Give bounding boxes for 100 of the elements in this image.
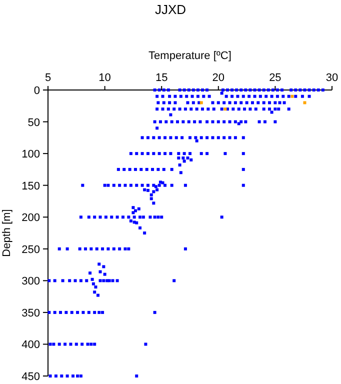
point: [48, 374, 52, 378]
point: [242, 94, 245, 98]
point: [128, 168, 132, 171]
point: [153, 310, 156, 314]
point: [101, 247, 104, 250]
point: [228, 136, 232, 140]
point: [276, 88, 279, 92]
y-tick-label: 100: [22, 148, 40, 161]
point: [174, 94, 177, 98]
point: [169, 113, 172, 116]
point: [48, 310, 51, 314]
point: [166, 108, 170, 111]
point: [211, 101, 214, 104]
point: [245, 101, 248, 104]
point: [268, 101, 272, 104]
point: [170, 120, 174, 124]
chart-title: JJXD: [154, 2, 186, 17]
point: [192, 88, 195, 92]
point: [135, 152, 138, 156]
point: [240, 101, 243, 104]
point: [294, 94, 298, 98]
point: [93, 342, 96, 346]
y-tick-label: 300: [22, 276, 40, 288]
point: [308, 88, 311, 92]
point: [216, 136, 220, 140]
point: [142, 216, 145, 219]
point: [294, 88, 298, 92]
point: [228, 120, 232, 124]
point: [140, 184, 144, 187]
point: [224, 94, 228, 98]
point: [237, 122, 240, 126]
point: [156, 168, 160, 171]
point: [150, 193, 153, 196]
y-tick-label: 50: [28, 116, 40, 129]
point: [162, 101, 166, 104]
point: [145, 168, 148, 171]
point: [61, 279, 64, 282]
point: [168, 94, 172, 98]
point: [102, 279, 106, 282]
point: [166, 88, 170, 92]
point: [243, 108, 246, 111]
point: [132, 206, 135, 210]
point: [146, 184, 150, 187]
point: [74, 279, 77, 282]
point: [230, 88, 234, 92]
point: [196, 94, 200, 98]
point: [321, 88, 324, 92]
point: [70, 310, 74, 314]
point: [84, 247, 87, 250]
y-tick-label: 200: [22, 212, 40, 224]
point: [198, 120, 202, 124]
point: [164, 120, 168, 124]
point: [48, 279, 51, 282]
point: [158, 136, 161, 140]
point: [116, 279, 119, 282]
point: [129, 184, 132, 187]
point: [232, 108, 235, 111]
point: [93, 290, 96, 294]
point: [129, 152, 132, 156]
point: [104, 216, 108, 219]
x-tick-label: 5: [44, 72, 52, 84]
point: [164, 184, 167, 187]
point: [88, 272, 92, 275]
point: [122, 168, 126, 171]
point: [156, 126, 159, 130]
point: [78, 247, 82, 250]
point: [111, 279, 114, 282]
point: [300, 94, 304, 98]
point: [178, 163, 182, 166]
point: [222, 101, 226, 104]
point: [169, 136, 172, 140]
point: [287, 108, 290, 111]
point: [188, 136, 192, 140]
point: [262, 101, 266, 104]
point: [127, 216, 130, 219]
point: [135, 374, 138, 378]
point: [206, 152, 209, 156]
point: [271, 88, 274, 92]
point: [64, 342, 67, 346]
point: [153, 88, 156, 92]
point: [248, 94, 251, 98]
point: [266, 88, 270, 92]
point: [134, 168, 137, 171]
y-tick-label: 0: [34, 85, 40, 97]
point: [274, 101, 277, 104]
point: [152, 202, 156, 205]
point: [87, 310, 90, 314]
point: [270, 110, 274, 114]
point: [242, 168, 245, 171]
point: [211, 120, 214, 124]
point: [290, 94, 294, 98]
point: [164, 136, 167, 140]
point: [79, 279, 82, 282]
point: [152, 190, 156, 194]
point: [140, 152, 144, 156]
point: [282, 101, 286, 104]
point: [177, 156, 180, 160]
point: [76, 374, 80, 378]
point: [228, 101, 232, 104]
point: [161, 108, 164, 111]
